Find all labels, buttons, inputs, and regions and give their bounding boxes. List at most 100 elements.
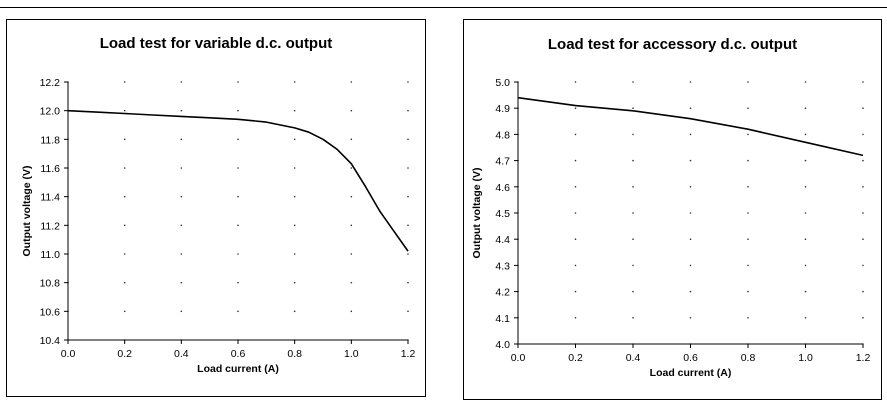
grid-dot xyxy=(350,195,353,198)
x-axis-title: Load current (A) xyxy=(650,367,732,379)
grid-dot xyxy=(407,109,409,112)
grid-dot xyxy=(632,212,634,214)
grid-dot xyxy=(747,317,749,319)
grid-dot xyxy=(350,109,353,112)
grid-dot xyxy=(632,186,634,188)
grid-dot xyxy=(293,138,296,141)
x-tick-label: 0.6 xyxy=(683,352,698,364)
grid-dot xyxy=(632,264,634,267)
x-tick-label: 1.0 xyxy=(344,348,359,360)
grid-dot xyxy=(350,167,353,169)
grid-dot xyxy=(632,159,634,162)
grid-dot xyxy=(180,253,183,255)
grid-dot xyxy=(862,159,864,162)
grid-dot xyxy=(689,317,692,319)
x-tick-label: 0.0 xyxy=(511,352,526,364)
grid-dot xyxy=(804,264,807,267)
grid-dot xyxy=(574,212,577,214)
grid-dot xyxy=(574,159,577,162)
grid-dots xyxy=(517,81,864,345)
grid-dot xyxy=(123,281,126,284)
y-tick-label: 4.1 xyxy=(495,313,510,325)
grid-dot xyxy=(350,138,353,141)
grid-dot xyxy=(804,159,807,162)
grid-dot xyxy=(862,264,864,267)
grid-dot xyxy=(747,159,749,162)
grid-dot xyxy=(123,138,126,141)
series-line xyxy=(67,109,409,252)
y-tick-label: 11.6 xyxy=(40,163,60,175)
grid-dot xyxy=(407,81,409,83)
grid-dot xyxy=(407,310,409,313)
grid-dot xyxy=(574,290,577,293)
grid-dot xyxy=(123,109,126,112)
grid-dot xyxy=(574,317,577,319)
grid-dot xyxy=(804,133,807,136)
y-tick-label: 5.0 xyxy=(495,77,510,89)
grid-dots xyxy=(67,81,409,341)
grid-dot xyxy=(804,290,807,293)
y-tick-label: 4.2 xyxy=(495,287,510,299)
y-tick-label: 10.8 xyxy=(40,278,61,290)
grid-dot xyxy=(804,186,807,188)
y-axis-title: Output voltage (V) xyxy=(21,166,33,257)
grid-dot xyxy=(689,238,692,240)
grid-dot xyxy=(574,81,577,83)
grid-dot xyxy=(293,310,296,313)
grid-dot xyxy=(180,281,183,284)
grid-dot xyxy=(862,107,864,109)
grid-dot xyxy=(862,238,864,240)
grid-dot xyxy=(123,167,126,169)
chart-panel-accessory-dc: Load test for accessory d.c. output 4.0 4… xyxy=(463,19,882,400)
x-tick-label: 0.2 xyxy=(117,348,132,360)
grid-dot xyxy=(689,107,692,109)
grid-dot xyxy=(407,167,409,169)
grid-dot xyxy=(237,310,239,313)
chart-title: Load test for accessory d.c. output xyxy=(547,36,798,53)
grid-dot xyxy=(293,281,296,284)
series-line xyxy=(517,96,864,157)
grid-dot xyxy=(747,81,749,83)
x-tick-label: 0.8 xyxy=(741,352,756,364)
grid-dot xyxy=(862,290,864,293)
grid-dot xyxy=(407,195,409,198)
grid-dot xyxy=(747,264,749,267)
y-tick-label: 11.2 xyxy=(40,220,60,232)
grid-dot xyxy=(180,310,183,313)
y-tick-label: 4.3 xyxy=(495,260,510,272)
grid-dot xyxy=(574,107,577,109)
grid-dot xyxy=(804,238,807,240)
x-tick-label: 1.2 xyxy=(401,348,416,360)
y-tick-label: 4.4 xyxy=(495,234,510,246)
grid-dot xyxy=(350,224,353,227)
y-tick-label: 12.0 xyxy=(40,106,61,118)
grid-dot xyxy=(180,195,183,198)
grid-dot xyxy=(123,253,126,255)
y-axis-title: Output voltage (V) xyxy=(471,168,483,259)
grid-dot xyxy=(574,133,577,136)
x-tick-label: 0.8 xyxy=(287,348,302,360)
x-tick-label: 0.6 xyxy=(231,348,246,360)
grid-dot xyxy=(747,186,749,188)
x-tick-label: 0.4 xyxy=(174,348,189,360)
grid-dot xyxy=(350,281,353,284)
grid-dot xyxy=(632,133,634,136)
x-tick-label: 0.0 xyxy=(61,348,76,360)
grid-dot xyxy=(293,167,296,169)
grid-dot xyxy=(350,81,353,83)
grid-dot xyxy=(804,81,807,83)
grid-dot xyxy=(689,133,692,136)
x-tick-label: 1.2 xyxy=(856,352,871,364)
grid-dot xyxy=(237,81,239,83)
grid-dot xyxy=(407,281,409,284)
x-tick-label: 1.0 xyxy=(798,352,813,364)
y-tick-label: 11.0 xyxy=(40,249,60,261)
y-tick-label: 11.8 xyxy=(40,134,60,146)
y-tick-label: 10.6 xyxy=(40,306,61,318)
grid-dot xyxy=(237,138,239,141)
grid-dot xyxy=(689,159,692,162)
y-tick-label: 11.4 xyxy=(40,192,60,204)
x-axis-title: Load current (A) xyxy=(197,363,279,375)
grid-dot xyxy=(180,81,183,83)
header-rule xyxy=(0,7,887,8)
